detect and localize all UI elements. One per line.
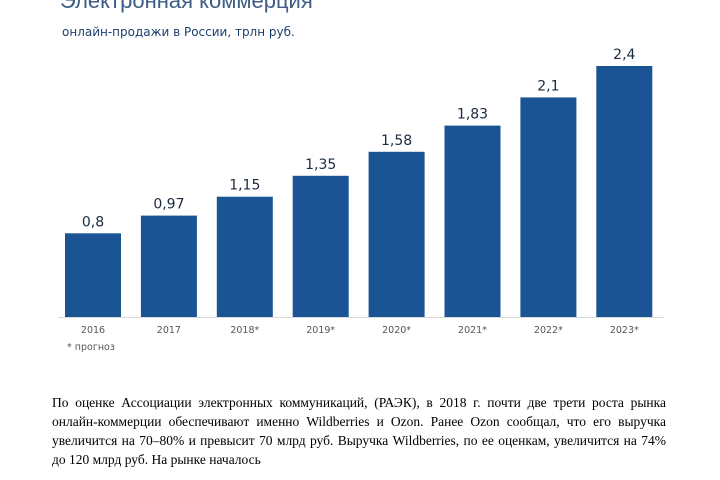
bar-chart: 0,8 2016 0,97 2017 1,15 2018* 1,35 2019* 1,58 202…	[58, 47, 664, 336]
bar-2022	[520, 97, 577, 318]
bar-value-label: 1,35	[305, 157, 336, 173]
article-text: По оценке Ассоциации электронных коммуни…	[52, 395, 666, 467]
x-tick-label: 2020*	[382, 325, 411, 336]
bar-2017	[140, 215, 197, 317]
bar-value-label: 1,58	[381, 133, 412, 149]
x-tick-label: 2017	[157, 325, 181, 336]
x-tick-label: 2019*	[306, 325, 335, 336]
bar-value-label: 2,4	[613, 47, 635, 63]
x-tick-label: 2018*	[230, 325, 259, 336]
bar-2021	[444, 125, 501, 317]
bar-value-label: 1,83	[457, 107, 488, 123]
chart-title: Электронная коммерция	[60, 0, 313, 13]
bar-2020	[368, 151, 425, 317]
bar-2018	[216, 196, 273, 317]
bar-value-label: 2,1	[537, 78, 559, 94]
page-edge	[0, 474, 720, 480]
bar-value-label: 1,15	[229, 178, 260, 194]
x-tick-label: 2016	[81, 325, 105, 336]
bar-2019	[292, 175, 349, 317]
bar-2023	[596, 66, 653, 317]
x-tick-label: 2023*	[610, 325, 639, 336]
article-paragraph: По оценке Ассоциации электронных коммуни…	[52, 393, 666, 469]
bar-value-label: 0,97	[153, 197, 184, 213]
chart-subtitle: онлайн-продажи в России, трлн руб.	[62, 25, 295, 39]
bar-value-label: 0,8	[82, 214, 104, 230]
bar-2016	[65, 233, 121, 317]
x-tick-label: 2022*	[534, 325, 563, 336]
x-tick-label: 2021*	[458, 325, 487, 336]
forecast-note: * прогноз	[67, 342, 115, 353]
